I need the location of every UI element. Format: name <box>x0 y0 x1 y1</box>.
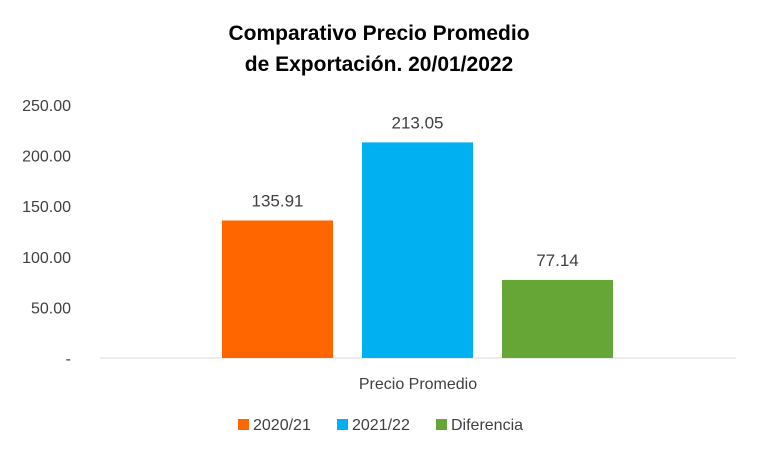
data-labels: 135.91 213.05 77.14 <box>252 113 579 270</box>
chart-title-line-2: de Exportación. 20/01/2022 <box>245 53 513 76</box>
y-tick-label: - <box>66 351 71 368</box>
y-axis: - 50.00 100.00 150.00 200.00 250.00 <box>22 98 71 368</box>
y-tick-label: 150.00 <box>22 199 71 216</box>
bar-diferencia <box>502 279 613 358</box>
data-label: 77.14 <box>536 251 579 270</box>
y-tick-label: 100.00 <box>22 250 71 267</box>
legend-swatch <box>337 419 348 430</box>
chart-title: Comparativo Precio Promedio de Exportaci… <box>228 22 529 76</box>
legend-label: 2020/21 <box>253 417 311 434</box>
legend-swatch <box>238 419 249 430</box>
y-tick-label: 250.00 <box>22 98 71 115</box>
legend: 2020/21 2021/22 Diferencia <box>238 417 523 434</box>
y-tick-label: 200.00 <box>22 149 71 166</box>
y-tick-label: 50.00 <box>31 300 71 317</box>
bar-2021-22 <box>362 142 473 358</box>
bars <box>222 142 613 358</box>
data-label: 135.91 <box>252 191 304 210</box>
legend-swatch <box>436 419 447 430</box>
legend-label: Diferencia <box>451 417 523 434</box>
data-label: 213.05 <box>392 113 444 132</box>
legend-label: 2021/22 <box>352 417 410 434</box>
bar-2020-21 <box>222 220 333 358</box>
chart-title-line-1: Comparativo Precio Promedio <box>228 22 529 45</box>
category-label: Precio Promedio <box>359 376 477 393</box>
